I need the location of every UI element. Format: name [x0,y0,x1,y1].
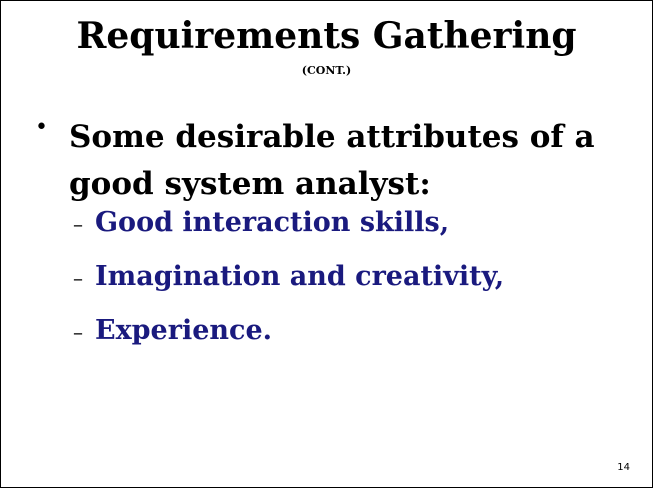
dash-icon: – [73,265,83,290]
sub-bullet-text: Good interaction skills, [95,207,450,238]
sub-bullet-item: – Experience. [73,314,272,349]
main-bullet-text: Some desirable attributes of a good syst… [69,119,595,202]
bullet-icon: • [35,115,48,140]
dash-icon: – [73,319,83,344]
sub-bullet-text: Imagination and creativity, [95,261,505,292]
slide-subtitle: (CONT.) [301,64,352,77]
slide-title: Requirements Gathering [76,15,577,57]
sub-bullet-text: Experience. [95,315,273,346]
sub-bullet-item: – Good interaction skills, [73,206,449,241]
dash-icon: – [73,211,83,236]
sub-bullet-item: – Imagination and creativity, [73,260,504,295]
page-number: 14 [617,462,630,473]
